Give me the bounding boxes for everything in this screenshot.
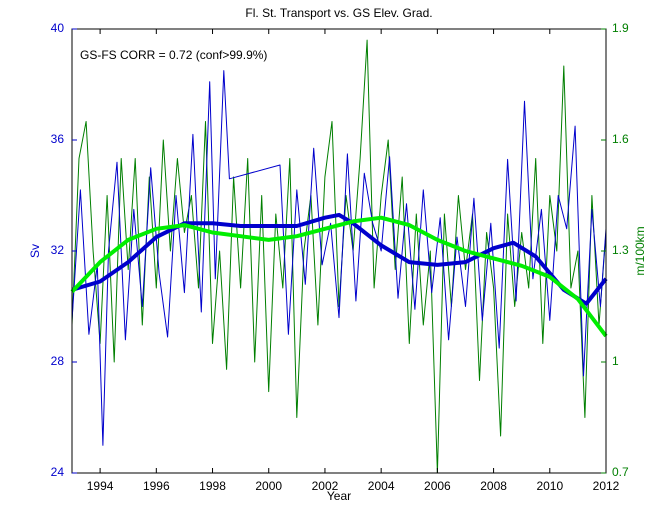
x-tick-label: 2000 <box>255 479 282 493</box>
x-tick-label: 2004 <box>368 479 395 493</box>
x-tick-label: 1994 <box>87 479 114 493</box>
y2-axis-label: m/100km <box>633 226 645 275</box>
y-tick-label: 40 <box>51 21 65 35</box>
x-tick-label: 2006 <box>424 479 451 493</box>
x-axis-label: Year <box>327 489 351 503</box>
x-tick-label: 2008 <box>480 479 507 493</box>
annotation: GS-FS CORR = 0.72 (conf>99.9%) <box>80 48 267 62</box>
data-line <box>70 215 608 338</box>
y-tick-label: 28 <box>51 354 65 368</box>
x-tick-label: 2012 <box>593 479 620 493</box>
y-tick-label: 24 <box>51 465 65 479</box>
x-tick-label: 2010 <box>536 479 563 493</box>
y2-tick-label: 1 <box>612 354 619 368</box>
y2-tick-label: 1.6 <box>612 132 629 146</box>
y-axis-label: Sv <box>28 244 42 258</box>
x-tick-label: 1998 <box>199 479 226 493</box>
data-line <box>71 70 607 446</box>
x-tick-label: 1996 <box>143 479 170 493</box>
y2-tick-label: 0.7 <box>612 465 629 479</box>
y-tick-label: 36 <box>51 132 65 146</box>
x-tick-label: 2002 <box>312 479 339 493</box>
data-line <box>71 212 608 306</box>
chart-title: Fl. St. Transport vs. GS Elev. Grad. <box>245 6 432 20</box>
y2-tick-label: 1.9 <box>612 21 629 35</box>
y-tick-label: 32 <box>51 243 65 257</box>
y2-tick-label: 1.3 <box>612 243 629 257</box>
data-line <box>71 39 607 474</box>
